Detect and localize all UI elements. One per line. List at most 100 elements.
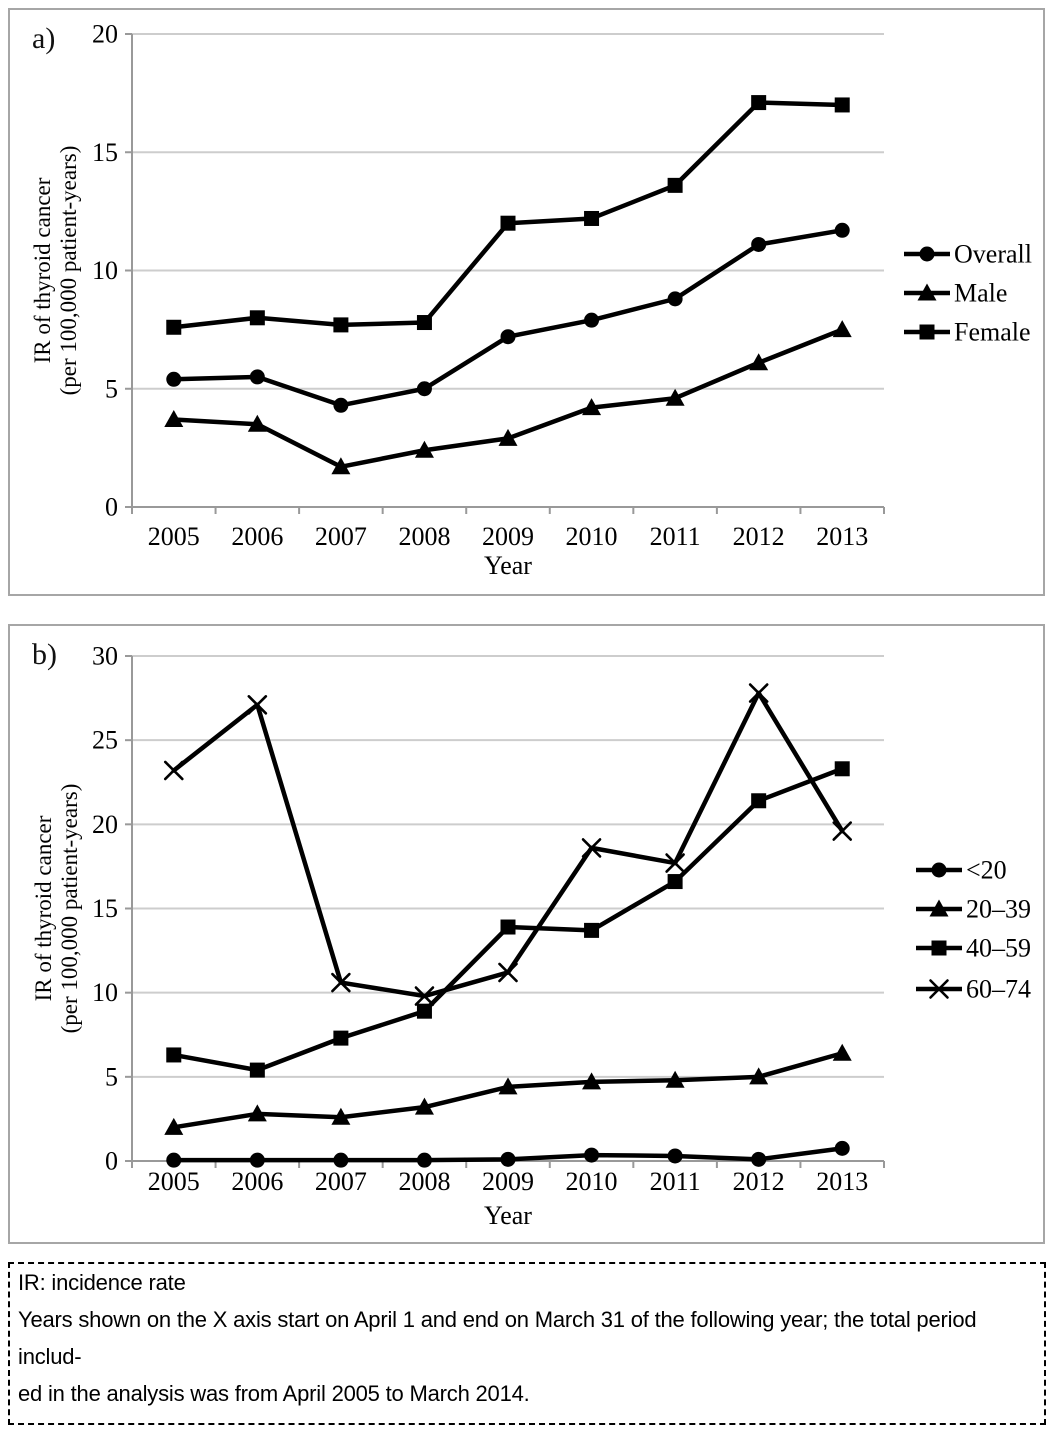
x-tick-label: 2008: [398, 1167, 450, 1196]
series-Overall: [166, 222, 850, 413]
data-point-marker: [667, 1148, 683, 1164]
legend-marker: [917, 283, 937, 301]
x-tick-label: 2010: [566, 522, 618, 551]
data-point-marker: [584, 922, 600, 938]
data-point-marker: [166, 319, 182, 335]
data-point-marker: [247, 414, 267, 432]
y-tick-label: 5: [105, 1062, 118, 1091]
panel-a: 0 5 10 15 20 2005 2006 2007 2008 2009 2010 2011 2012…: [8, 8, 1045, 596]
data-point-marker: [333, 1030, 349, 1046]
data-point-marker: [163, 760, 184, 781]
data-point-marker: [414, 1097, 434, 1115]
data-point-marker: [414, 440, 434, 458]
x-tick-label: 2012: [733, 1167, 785, 1196]
data-point-marker: [584, 312, 600, 328]
data-point-marker: [582, 1072, 602, 1090]
panel-a-label: a): [32, 22, 56, 55]
data-point-marker: [749, 353, 769, 371]
y-tick-label: 20: [92, 20, 118, 49]
data-point-marker: [834, 1140, 850, 1156]
x-tick-label: 2006: [231, 522, 283, 551]
x-tick-label: 2006: [231, 1167, 283, 1196]
caption-box: IR: incidence rate Years shown on the X …: [8, 1262, 1046, 1425]
data-point-marker: [249, 369, 265, 385]
data-point-marker: [832, 1043, 852, 1061]
data-point-marker: [834, 761, 850, 777]
axis-labels: 0 5 10 15 20 25 30 2005 2006 2007 2008 2009 2010 2011…: [31, 642, 868, 1231]
data-point-marker: [500, 1151, 516, 1167]
data-point-marker: [247, 1104, 267, 1122]
data-point-marker: [667, 177, 683, 193]
series-line: [171, 100, 845, 330]
x-tick-label: 2005: [148, 1167, 200, 1196]
data-point-marker: [834, 222, 850, 238]
x-tick-label: 2007: [315, 522, 367, 551]
data-point-marker: [333, 317, 349, 333]
data-point-marker: [832, 320, 852, 338]
data-point-marker: [581, 838, 602, 858]
data-point-marker: [498, 962, 518, 983]
x-tick-label: 2011: [650, 522, 701, 551]
y-tick-label: 10: [92, 978, 118, 1007]
data-point-marker: [665, 1070, 685, 1088]
y-axis-title-line2: (per 100,000 patient-years): [57, 784, 82, 1034]
y-axis-title-line2: (per 100,000 patient-years): [56, 146, 81, 396]
data-point-marker: [498, 428, 518, 446]
series-<20: [166, 1140, 850, 1168]
data-point-marker: [416, 315, 432, 331]
data-point-marker: [331, 457, 351, 475]
data-point-marker: [331, 1107, 351, 1125]
y-tick-label: 5: [105, 374, 118, 403]
caption-note-line2: ed in the analysis was from April 2005 t…: [18, 1381, 530, 1406]
data-point-marker: [249, 310, 265, 326]
data-point-marker: [751, 95, 767, 111]
legend-marker: [931, 862, 947, 878]
legend-marker: [919, 324, 935, 340]
legend-item: 40–59: [916, 934, 1031, 963]
data-point-marker: [166, 371, 182, 387]
y-tick-label: 15: [92, 894, 118, 923]
legend-label: Overall: [954, 240, 1032, 269]
data-point-marker: [500, 215, 516, 231]
y-axis-title-line1: IR of thyroid cancer: [31, 815, 56, 1001]
legend-item: 60–74: [916, 975, 1031, 1004]
legend-item: 20–39: [916, 895, 1031, 924]
data-point-marker: [582, 398, 602, 416]
legend-label: Male: [954, 279, 1007, 308]
y-tick-label: 0: [105, 493, 118, 522]
caption-note-line1: Years shown on the X axis start on April…: [18, 1307, 989, 1369]
data-point-marker: [500, 329, 516, 345]
data-point-marker: [667, 874, 683, 890]
data-point-marker: [498, 1077, 518, 1095]
data-point-marker: [500, 919, 516, 935]
data-point-marker: [331, 972, 351, 993]
x-tick-label: 2009: [482, 522, 534, 551]
data-point-marker: [584, 1147, 600, 1163]
axis-labels: 0 5 10 15 20 2005 2006 2007 2008 2009 2010 2011 2012…: [30, 20, 868, 581]
series-40-59: [166, 761, 850, 1078]
series-Male: [164, 320, 852, 475]
legend-label: Female: [954, 318, 1031, 347]
series-20-39: [164, 1043, 852, 1135]
data-point-marker: [749, 1067, 769, 1085]
x-tick-label: 2009: [482, 1167, 534, 1196]
axes: [125, 33, 885, 514]
y-tick-label: 0: [105, 1147, 118, 1176]
data-point-marker: [249, 1152, 265, 1168]
legend-label: <20: [966, 856, 1007, 885]
data-point-marker: [667, 291, 683, 307]
series-Female: [166, 95, 850, 335]
data-point-marker: [414, 986, 435, 1006]
caption-abbreviation: IR: incidence rate: [18, 1270, 186, 1295]
data-point-marker: [748, 683, 769, 703]
legend-marker: [929, 979, 949, 999]
x-tick-label: 2013: [816, 522, 868, 551]
x-tick-label: 2007: [315, 1167, 367, 1196]
data-point-marker: [751, 236, 767, 252]
data-point-marker: [584, 210, 600, 226]
data-point-marker: [249, 1062, 265, 1078]
data-point-marker: [164, 1117, 184, 1135]
legend-marker: [929, 899, 949, 917]
series-line: [171, 690, 845, 999]
